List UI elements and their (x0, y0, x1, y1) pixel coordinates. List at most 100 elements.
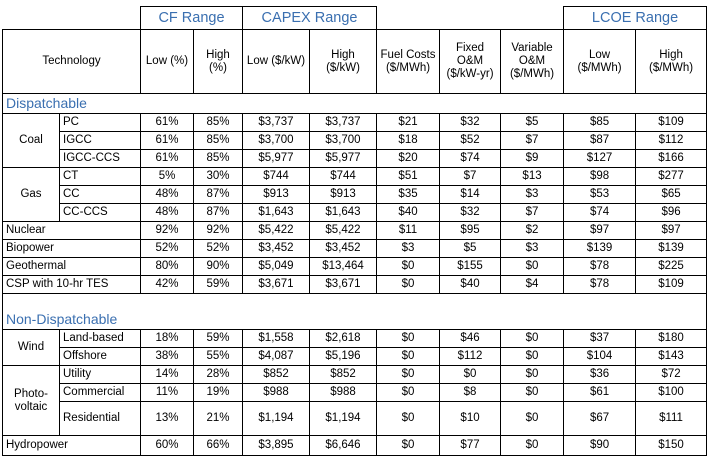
group-coal: Coal (2, 113, 60, 168)
cell: 13% (140, 401, 194, 436)
tech-name: Land-based (59, 329, 141, 348)
cell: $166 (635, 149, 708, 168)
cell: 48% (140, 203, 194, 222)
cell: $104 (563, 347, 637, 366)
cell: $40 (376, 203, 441, 222)
cell: 87% (193, 185, 243, 204)
cf-low-header: Low (%) (140, 29, 194, 94)
cell: $3 (500, 239, 565, 258)
cell: 21% (193, 401, 243, 436)
cell: $7 (500, 131, 565, 150)
cell: $5 (500, 113, 565, 132)
section-non-dispatchable: Non-Dispatchable (1, 309, 708, 330)
tech-name: CC-CCS (59, 203, 141, 222)
cell: $139 (635, 239, 708, 258)
cell: $0 (500, 401, 565, 436)
cell: $2,618 (308, 329, 378, 348)
spacer-cell (1, 293, 708, 310)
cell: $112 (635, 131, 708, 150)
tech-name: CSP with 10-hr TES (2, 275, 141, 294)
cell: 85% (193, 149, 243, 168)
cell: $35 (376, 185, 441, 204)
cell: $5,196 (308, 347, 378, 366)
cell: $0 (376, 257, 441, 276)
cell: $852 (308, 365, 378, 384)
cell: $112 (439, 347, 502, 366)
cell: $1,643 (242, 203, 310, 222)
table-row: Offshore 38% 55% $4,087 $5,196 $0 $112 $0 $1… (3, 347, 708, 366)
cell: $0 (376, 401, 441, 436)
group-wind: Wind (2, 329, 60, 366)
cell: 52% (140, 239, 194, 258)
cell: 38% (140, 347, 194, 366)
cell: $3,671 (242, 275, 310, 294)
header-blank (2, 6, 141, 30)
tech-name: CC (59, 185, 141, 204)
cell: $10 (439, 401, 502, 436)
cell: 87% (193, 203, 243, 222)
cell: 60% (140, 435, 194, 456)
table-row: Coal PC 61% 85% $3,737 $3,737 $21 $32 $5 $85… (2, 113, 708, 168)
cell: $3 (376, 239, 441, 258)
cell: 11% (140, 383, 194, 402)
lcoe-high-header: High ($/MWh) (635, 29, 708, 94)
cell: $139 (563, 239, 637, 258)
cell: $78 (563, 275, 637, 294)
cell: 48% (140, 185, 194, 204)
cell: $127 (563, 149, 637, 168)
cell: 14% (140, 365, 194, 384)
cell: 66% (193, 435, 243, 456)
cell: $4,087 (242, 347, 310, 366)
cell: $95 (439, 221, 502, 240)
cell: $0 (376, 329, 441, 348)
cell: $0 (376, 365, 441, 384)
cell: $37 (563, 329, 637, 348)
cell: 18% (140, 329, 194, 348)
table-row: IGCC 61% 85% $3,700 $3,700 $18 $52 $7 $87 $1… (3, 131, 708, 150)
table-row: Gas CT 5% 30% $744 $744 $51 $7 $13 $98 $277 (2, 167, 708, 222)
section-dispatchable: Dispatchable (1, 93, 708, 114)
variable-om-header: Variable O&M ($/MWh) (500, 29, 565, 94)
column-header-row: Technology Low (%) High (%) Low ($/kW) H… (2, 29, 708, 94)
tech-name: Hydropower (2, 435, 141, 456)
tech-name: Biopower (2, 239, 141, 258)
cell: $13 (500, 167, 565, 186)
cell: $109 (635, 275, 708, 294)
cell: $72 (635, 365, 708, 384)
cell: $2 (500, 221, 565, 240)
cell: 5% (140, 167, 194, 186)
cell: $277 (635, 167, 708, 186)
tech-name: Offshore (59, 347, 141, 366)
cell: $3,737 (308, 113, 378, 132)
cell: $8 (439, 383, 502, 402)
tech-name: IGCC-CCS (59, 149, 141, 168)
cell: $0 (376, 435, 441, 456)
cell: $5,049 (242, 257, 310, 276)
cell: $143 (635, 347, 708, 366)
cell: 59% (193, 329, 243, 348)
section-row-non-dispatchable: Non-Dispatchable (1, 309, 708, 330)
cell: $74 (439, 149, 502, 168)
cell: $913 (242, 185, 310, 204)
cell: $180 (635, 329, 708, 348)
cell: $0 (500, 435, 565, 456)
pv-label-line2: voltaic (14, 400, 48, 413)
cell: $18 (376, 131, 441, 150)
cell: 55% (193, 347, 243, 366)
cell: $78 (563, 257, 637, 276)
cell: 42% (140, 275, 194, 294)
cell: $744 (242, 167, 310, 186)
table-row: Geothermal 80% 90% $5,049 $13,464 $0 $155 $… (2, 257, 708, 276)
cell: $744 (308, 167, 378, 186)
tech-name: CT (59, 167, 141, 186)
cell: $3,737 (242, 113, 310, 132)
cell: $3,700 (242, 131, 310, 150)
tech-name: Commercial (59, 383, 141, 402)
technology-header: Technology (2, 29, 141, 94)
group-header-row: CF Range CAPEX Range LCOE Range (2, 6, 708, 30)
cell: $21 (376, 113, 441, 132)
table-row: Hydropower 60% 66% $3,895 $6,646 $0 $77 $0 $… (2, 435, 708, 456)
cell: $5,422 (242, 221, 310, 240)
capex-range-header: CAPEX Range (241, 6, 378, 30)
cell: 61% (140, 131, 194, 150)
